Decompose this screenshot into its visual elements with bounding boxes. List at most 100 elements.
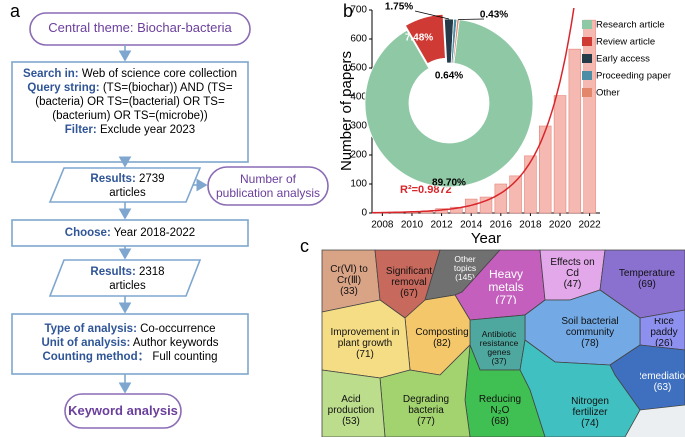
keyword-text: Keyword analysis <box>68 403 178 418</box>
cell-label-box: Cr(Ⅵ) to Cr(Ⅲ)(33) <box>330 263 368 297</box>
cell-value: (82) <box>433 338 451 349</box>
analysis-value: Author keywords <box>132 337 219 349</box>
results-text: Results: 2318 articles <box>85 265 170 293</box>
cell-label: Temperature (69) <box>612 264 682 294</box>
y-axis-label: Number of papers <box>338 51 355 171</box>
analysis-box <box>11 313 249 375</box>
results-label: Results: <box>90 266 136 278</box>
x-tick-label: 2020 <box>549 220 572 231</box>
results-label: Results: <box>90 173 136 185</box>
cell-name: Other topics <box>453 253 477 273</box>
cell-label: Significant removal (67) <box>380 262 438 302</box>
y-tick-label: 600 <box>350 34 367 45</box>
cell-label-box: Effects on Cd(47) <box>545 255 600 291</box>
cell-label: Soil bacterial community (78) <box>550 312 630 352</box>
cell-name: Degrading bacteria <box>402 393 450 416</box>
cell-label: Acid production (53) <box>324 390 378 430</box>
cell-label: Improvement in plant growth (71) <box>324 324 406 362</box>
cell-value: (33) <box>340 285 358 297</box>
x-tick-label: 2018 <box>519 220 542 231</box>
analysis-value: Full counting <box>152 351 218 363</box>
y-tick-label: 400 <box>350 92 367 103</box>
leader-line <box>414 10 450 20</box>
cell-label-box: Remediation(63) <box>640 371 685 393</box>
cell-label-box: Acid production(53) <box>324 390 378 430</box>
results-value: 2739 articles <box>109 173 165 199</box>
treemap-cell <box>321 369 386 437</box>
cell-label-box: Degrading bacteria(77) <box>402 393 450 427</box>
cell-name: Improvement in plant growth <box>330 326 400 349</box>
cell-value: (63) <box>653 382 672 393</box>
cell-label: Other topics (145) <box>444 251 486 285</box>
search-box <box>11 61 249 163</box>
cell-name: Composting <box>415 327 469 338</box>
cell-label: Reducing N₂O (68) <box>474 390 526 430</box>
results-value: 2318 articles <box>109 266 165 292</box>
x-tick-label: 2010 <box>401 220 424 231</box>
x-tick-label: 2014 <box>460 220 483 231</box>
choose-text: Choose: Year 2018-2022 <box>16 226 244 240</box>
panel-label: b <box>343 1 353 21</box>
x-tick-label: 2008 <box>371 220 394 231</box>
cell-label-box: Significant removal(67) <box>380 262 438 302</box>
pie-value-label: 0.64% <box>435 71 463 82</box>
cell-label-box: Nitrogen fertilizer(74) <box>571 395 609 429</box>
cell-name: Effects on Cd <box>550 256 595 279</box>
y-tick-label: 300 <box>350 121 367 132</box>
cell-name: Cr(Ⅵ) to Cr(Ⅲ) <box>330 263 368 286</box>
search-value: Web of science core collection <box>81 68 237 80</box>
x-tick-label: 2022 <box>579 220 602 231</box>
bar <box>583 19 596 214</box>
cell-label: Antibiotic resistance genes (37) <box>474 330 524 366</box>
legend-label: Proceeding paper <box>596 71 671 82</box>
search-line: Filter: Exclude year 2023 <box>16 123 244 137</box>
legend-label: Review article <box>596 37 655 48</box>
x-tick-label: 2012 <box>430 220 453 231</box>
bar <box>524 155 537 214</box>
analysis-text: Type of analysis: Co-occurrence Unit of … <box>16 322 244 364</box>
analysis-label: Counting method： <box>42 351 150 363</box>
theme-box <box>29 12 251 46</box>
analysis-value: Co-occurrence <box>140 323 216 335</box>
pie-value-label: 1.75% <box>385 2 413 13</box>
pie-slice <box>452 18 460 64</box>
cell-label-box: Improvement in plant growth(71) <box>324 324 406 362</box>
results-box <box>48 167 202 203</box>
cell-value: (145) <box>455 271 475 282</box>
cell-label: Effects on Cd (47) <box>545 255 600 291</box>
treemap-cell <box>519 339 641 437</box>
search-label: Filter: <box>64 124 97 136</box>
legend-swatch <box>582 54 592 63</box>
legend-swatch <box>582 20 592 29</box>
bar <box>553 95 567 214</box>
cell-label-box: Antibiotic resistance genes(37) <box>474 330 524 366</box>
search-label: Search in: <box>23 68 79 80</box>
legend-swatch <box>582 88 592 97</box>
search-value: (TS=(biochar)) AND (TS=(bacteria) OR TS=… <box>35 82 233 122</box>
search-line: Search in: Web of science core collectio… <box>16 67 244 81</box>
cell-name: Temperature <box>618 268 676 279</box>
x-tick-label: 2016 <box>490 220 513 231</box>
cell-label-box: Reducing N₂O(68) <box>474 390 526 430</box>
x-axis-label: Year <box>471 230 501 247</box>
annotation: R²=0.9872 <box>400 184 452 196</box>
pie-value-label: 89.70% <box>432 178 466 189</box>
bar <box>494 183 508 214</box>
analysis-label: Type of analysis: <box>44 323 137 335</box>
bar <box>509 175 522 214</box>
panel-label: c <box>300 236 309 256</box>
search-text: Search in: Web of science core collectio… <box>16 67 244 137</box>
theme-text: Central theme: Biochar-bacteria <box>48 20 232 35</box>
panel-label: a <box>10 1 21 21</box>
choose-box <box>11 219 249 247</box>
y-tick-label: 500 <box>350 63 367 74</box>
cell-name: Nitrogen fertilizer <box>571 395 609 418</box>
cell-name: Significant removal <box>385 265 433 288</box>
cell-value: (47) <box>563 278 582 290</box>
flow-arrows <box>118 45 208 394</box>
cell-name: Remediation <box>640 371 685 382</box>
pie-slice <box>404 13 446 65</box>
legend-label: Other <box>596 88 620 99</box>
